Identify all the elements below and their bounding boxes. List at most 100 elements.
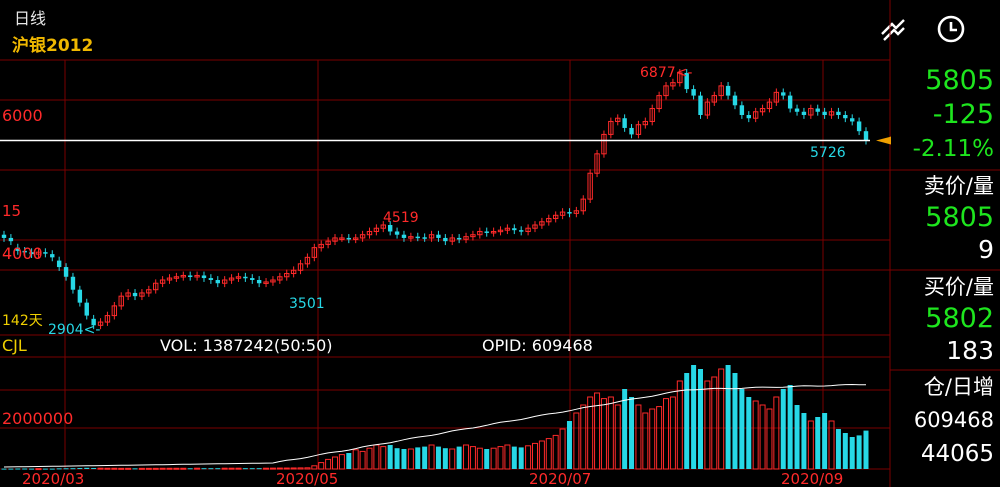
volume-bar-60 — [415, 447, 421, 469]
candle-body-80 — [552, 214, 559, 220]
candle-body-123 — [850, 118, 855, 122]
candle-body-124 — [856, 121, 862, 132]
ask-label: 卖价/量 — [923, 174, 994, 198]
candle-body-83 — [573, 210, 580, 214]
bid-label: 买价/量 — [923, 275, 994, 299]
volume-bar-1 — [8, 468, 14, 470]
candle-body-27 — [187, 275, 193, 277]
volume-bar-27 — [187, 468, 193, 470]
candle-body-15 — [104, 315, 111, 323]
period-label: 日线 — [14, 9, 47, 28]
volume-bar-32 — [221, 467, 228, 470]
ask-price: 5805 — [925, 202, 994, 233]
volume-bar-34 — [235, 467, 242, 470]
annotation-4519: 4519 — [383, 210, 419, 226]
volume-bar-67 — [463, 444, 470, 470]
candle-body-0 — [1, 234, 7, 238]
candle-body-76 — [525, 227, 531, 232]
candle-body-86 — [594, 153, 600, 174]
candle-body-17 — [118, 295, 124, 307]
candle-body-116 — [801, 111, 807, 115]
volume-bar-37 — [256, 468, 262, 470]
candle-body-60 — [415, 236, 420, 239]
drawing-tool-icon[interactable] — [876, 12, 910, 46]
candle-body-108 — [746, 115, 751, 119]
candle-body-77 — [532, 224, 538, 229]
candle-body-113 — [781, 92, 786, 96]
candle-body-104 — [718, 85, 724, 97]
volume-bar-84 — [580, 404, 587, 470]
candle-body-112 — [773, 91, 780, 103]
volume-bar-46 — [318, 462, 325, 470]
candle-body-35 — [243, 276, 248, 279]
volume-bar-76 — [525, 445, 532, 470]
volume-bar-108 — [746, 397, 752, 469]
volume-bar-62 — [428, 444, 435, 470]
candle-body-4 — [29, 252, 34, 255]
volume-bar-123 — [849, 437, 855, 469]
candle-body-87 — [601, 133, 607, 155]
candle-body-105 — [725, 85, 731, 96]
volume-bar-110 — [759, 404, 766, 470]
candle-body-32 — [221, 279, 228, 284]
candle-body-46 — [318, 243, 324, 249]
annotation-5726: 5726 — [810, 145, 846, 161]
volume-bar-85 — [587, 396, 594, 470]
candle-body-29 — [201, 275, 207, 279]
candle-body-119 — [822, 111, 827, 115]
candle-body-28 — [194, 274, 200, 278]
volume-bar-71 — [490, 447, 497, 470]
volume-bar-107 — [739, 389, 745, 469]
volume-bar-22 — [152, 467, 159, 470]
bid-price: 5802 — [925, 303, 994, 334]
candle-body-51 — [352, 237, 359, 240]
candle-body-96 — [663, 85, 669, 97]
volume-bar-57 — [394, 448, 400, 469]
volume-bar-11 — [77, 468, 83, 470]
volume-bar-73 — [504, 444, 511, 470]
candle-body-24 — [166, 277, 173, 281]
volume-bar-97 — [669, 396, 676, 470]
clock-icon[interactable] — [934, 12, 968, 46]
candle-body-68 — [470, 234, 476, 238]
candle-body-92 — [635, 124, 642, 135]
volume-bar-64 — [442, 448, 448, 469]
candle-body-54 — [373, 227, 380, 232]
candle-body-65 — [449, 237, 455, 242]
volume-indicator-name[interactable]: CJL — [2, 336, 27, 355]
volume-bar-75 — [518, 447, 524, 469]
symbol-title[interactable]: 沪银2012 — [12, 36, 94, 56]
volume-bar-14 — [97, 467, 104, 470]
volume-bar-122 — [842, 433, 848, 469]
x-axis-label-1: 2020/05 — [276, 470, 338, 487]
volume-bar-98 — [676, 380, 683, 470]
price-change-pct: -2.11% — [912, 136, 994, 162]
volume-bar-103 — [711, 376, 718, 470]
volume-bar-9 — [63, 468, 69, 470]
candle-body-75 — [519, 230, 524, 232]
candle-body-121 — [836, 111, 841, 115]
candle-body-42 — [290, 269, 297, 275]
candle-body-122 — [843, 115, 848, 119]
candle-body-45 — [311, 247, 318, 258]
candle-body-3 — [22, 250, 27, 253]
volume-bar-125 — [863, 430, 869, 469]
volume-bar-74 — [511, 446, 517, 469]
volume-bar-30 — [208, 468, 214, 470]
volume-bar-82 — [566, 421, 572, 469]
volume-bar-112 — [773, 396, 780, 470]
candle-body-12 — [84, 302, 89, 316]
volume-bar-63 — [435, 446, 441, 469]
volume-bar-72 — [497, 446, 504, 470]
candle-body-59 — [408, 236, 414, 239]
volume-bar-79 — [545, 438, 552, 470]
volume-bar-25 — [173, 467, 180, 470]
candle-body-101 — [698, 95, 703, 115]
price-change: -125 — [932, 99, 994, 130]
volume-bar-86 — [594, 392, 601, 470]
volume-bar-13 — [91, 468, 97, 470]
candle-body-79 — [546, 218, 552, 223]
candle-body-109 — [752, 111, 759, 119]
volume-bar-80 — [552, 434, 559, 470]
